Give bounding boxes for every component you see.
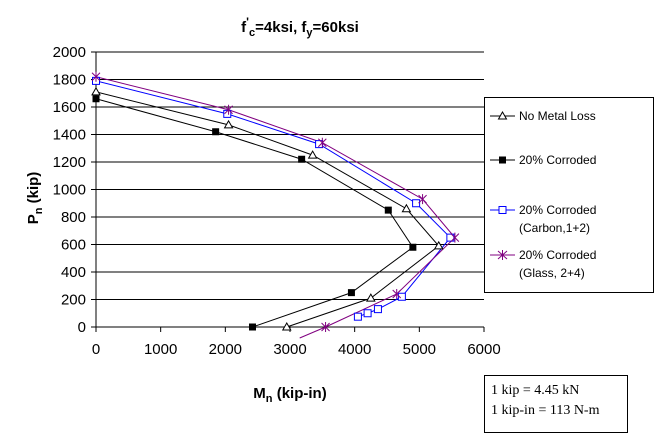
- marker-filled-square: [248, 323, 256, 331]
- marker-triangle: [223, 119, 234, 129]
- y-tick-label: 600: [61, 237, 86, 254]
- marker-asterisk: [91, 71, 101, 82]
- y-tick-label: 1000: [53, 182, 86, 199]
- note-line-2: 1 kip-in = 113 N-m: [491, 403, 600, 418]
- legend-label-carbon-line1: 20% Corroded: [519, 203, 596, 217]
- legend-label-20-corroded: 20% Corroded: [519, 153, 596, 167]
- marker-triangle: [91, 86, 101, 96]
- marker-asterisk: [392, 289, 402, 299]
- x-tick-label: 1000: [144, 341, 177, 358]
- marker-filled-square: [92, 95, 100, 103]
- y-tick-labels: 0 200 400 600 800 1000 1200 1400 1600 1800 2000: [53, 44, 86, 336]
- marker-triangle: [401, 203, 412, 213]
- y-tick-label: 1800: [53, 72, 86, 89]
- marker-asterisk: [317, 137, 327, 148]
- y-tick-label: 1200: [53, 154, 86, 171]
- marker-open-square: [353, 312, 362, 321]
- series-line-2: [96, 80, 452, 318]
- marker-asterisk: [418, 194, 427, 205]
- legend-marker-filled-square: [499, 156, 506, 164]
- chart-title: f'c=4ksi, fy=60ksi: [241, 15, 359, 39]
- legend-entry-glass: 20% Corroded (Glass, 2+4): [490, 248, 596, 280]
- y-tick-label: 200: [61, 292, 86, 309]
- marker-asterisk: [224, 104, 233, 115]
- marker-asterisk: [321, 322, 330, 332]
- marker-open-square: [446, 233, 455, 242]
- note-line-1: 1 kip = 4.45 kN: [491, 383, 580, 398]
- grid: [96, 51, 484, 300]
- marker-triangle: [365, 293, 376, 302]
- marker-open-square: [412, 199, 421, 208]
- marker-triangle: [307, 150, 318, 159]
- x-tick-label: 0: [92, 341, 100, 358]
- x-tick-label: 3000: [273, 341, 306, 358]
- marker-filled-square: [212, 128, 220, 136]
- y-tick-label: 1400: [53, 127, 86, 144]
- marker-filled-square: [409, 243, 417, 251]
- marker-filled-square: [347, 289, 355, 297]
- x-tick-labels: 0 1000 2000 3000 4000 5000 6000: [92, 341, 501, 358]
- marker-filled-square: [384, 206, 392, 214]
- x-axis-label: Mn (kip-in): [253, 385, 326, 405]
- title-prime: ': [246, 15, 249, 29]
- legend-label-no-metal-loss: No Metal Loss: [519, 109, 596, 123]
- legend-label-carbon-line2: (Carbon,1+2): [519, 221, 590, 235]
- y-axis-label: Pn (kip): [25, 172, 45, 225]
- y-tick-label: 1600: [53, 99, 86, 116]
- x-tick-label: 2000: [209, 341, 242, 358]
- y-tick-label: 0: [78, 319, 86, 336]
- y-tick-label: 800: [61, 209, 86, 226]
- unit-conversion-note: 1 kip = 4.45 kN 1 kip-in = 113 N-m: [484, 375, 628, 433]
- legend-marker-open-square: [498, 206, 507, 214]
- marker-open-square: [397, 292, 406, 301]
- series-line-3: [96, 76, 456, 339]
- marker-open-square: [363, 309, 372, 318]
- x-tick-label: 5000: [403, 341, 436, 358]
- legend-entry-carbon: 20% Corroded (Carbon,1+2): [490, 203, 596, 235]
- y-tick-label: 2000: [53, 44, 86, 61]
- marker-filled-square: [298, 155, 306, 163]
- markers-group: [91, 71, 460, 332]
- series-line-1: [96, 98, 414, 328]
- legend-entry-no-metal-loss: No Metal Loss: [490, 109, 596, 123]
- legend-label-glass-line1: 20% Corroded: [519, 248, 596, 262]
- legend-marker-triangle: [497, 110, 508, 120]
- marker-asterisk: [450, 232, 460, 243]
- y-tick-label: 400: [61, 264, 86, 281]
- x-tick-label: 4000: [338, 341, 371, 358]
- marker-triangle: [281, 321, 292, 331]
- legend-entry-20-corroded: 20% Corroded: [490, 153, 596, 167]
- legend: No Metal Loss 20% Corroded 20% Corroded …: [484, 97, 654, 293]
- marker-open-square: [373, 305, 382, 314]
- marker-triangle: [433, 240, 444, 250]
- legend-marker-asterisk: [497, 250, 508, 260]
- legend-label-glass-line2: (Glass, 2+4): [519, 266, 585, 280]
- x-tick-label: 6000: [467, 341, 500, 358]
